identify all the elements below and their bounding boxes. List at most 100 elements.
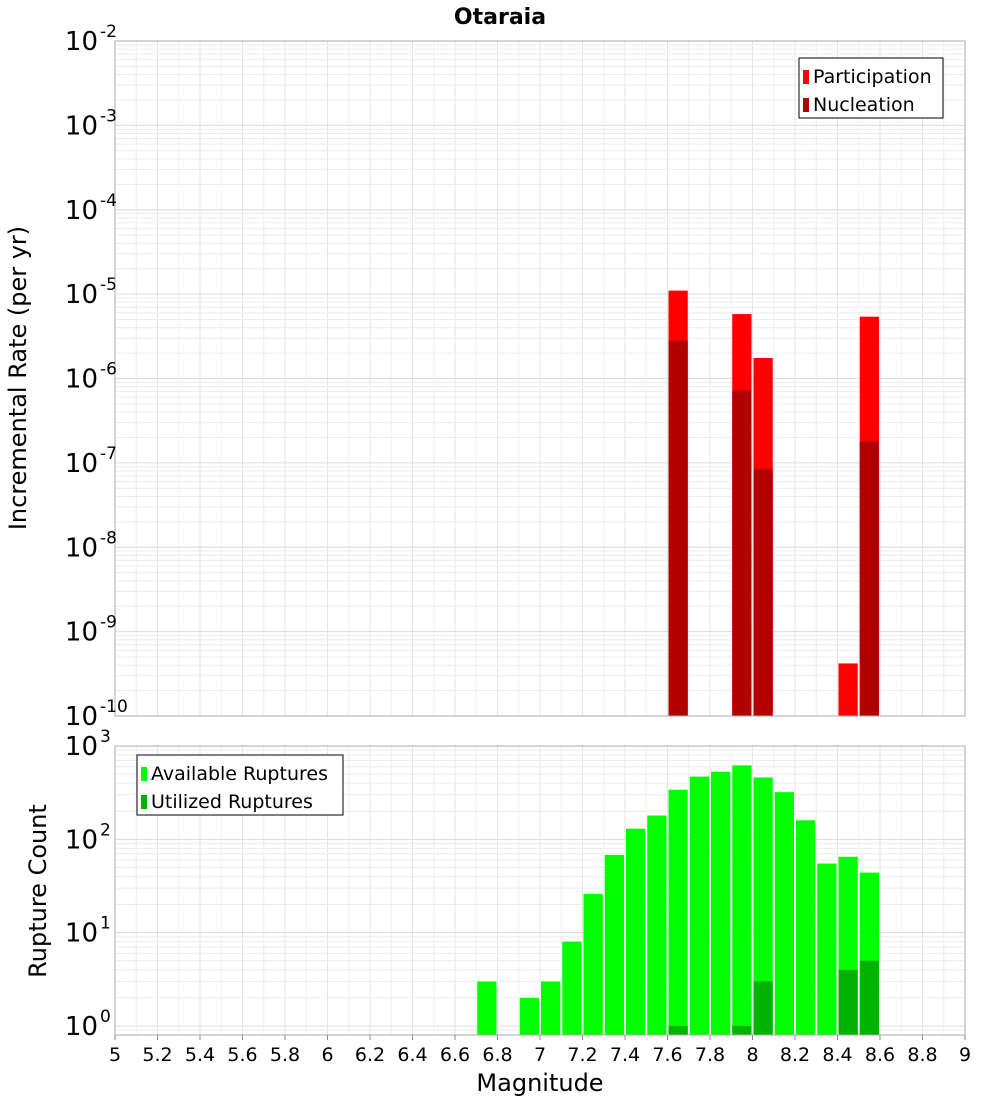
y-tick-label: 10 -2	[65, 22, 117, 57]
x-tick-label: 8.4	[822, 1044, 852, 1066]
legend-label: Available Ruptures	[151, 763, 328, 785]
x-tick-label: 7.8	[695, 1044, 725, 1066]
bar-available-ruptures	[668, 789, 688, 1035]
x-tick-label: 8.8	[907, 1044, 937, 1066]
x-tick-label: 5	[109, 1044, 121, 1066]
svg-text:10: 10	[65, 365, 98, 395]
x-tick-label: 8	[746, 1044, 758, 1066]
legend-label: Utilized Ruptures	[151, 791, 313, 813]
svg-text:-9: -9	[100, 613, 117, 633]
bar-available-ruptures	[477, 981, 497, 1035]
svg-text:0: 0	[100, 1007, 111, 1027]
bar-available-ruptures	[753, 777, 773, 1035]
x-tick-labels: 5 5.2 5.4 5.6 5.8 6 6.2 6.4 6.6 6.8 7 7.2 7.4 7.6 7.8 8…	[109, 1035, 971, 1066]
bar-utilized-ruptures	[732, 1025, 752, 1035]
bar-available-ruptures	[732, 765, 752, 1035]
x-tick-label: 6.2	[355, 1044, 385, 1066]
svg-text:-2: -2	[100, 22, 117, 42]
svg-text:2: 2	[100, 820, 111, 840]
y-tick-label: 10 -3	[65, 106, 117, 141]
svg-text:-8: -8	[100, 528, 117, 548]
svg-text:10: 10	[65, 533, 98, 563]
svg-text:10: 10	[65, 618, 98, 648]
bar-available-ruptures	[604, 854, 624, 1035]
y-tick-label: 10 -9	[65, 613, 117, 648]
top-plot-border	[114, 40, 966, 717]
svg-text:10: 10	[65, 919, 98, 949]
y-tick-label: 10 0	[65, 1007, 111, 1042]
svg-text:10: 10	[65, 449, 98, 479]
y-tick-label: 10 -10	[65, 697, 128, 732]
top-bars	[668, 290, 879, 716]
svg-text:-10: -10	[100, 697, 128, 717]
bar-nucleation	[753, 468, 773, 716]
top-y-axis-label: Incremental Rate (per yr)	[4, 226, 32, 530]
y-tick-label: 10 -5	[65, 275, 117, 310]
svg-text:10: 10	[65, 732, 98, 762]
x-tick-label: 7.4	[610, 1044, 640, 1066]
bar-utilized-ruptures	[753, 981, 773, 1035]
bar-available-ruptures	[711, 771, 731, 1035]
svg-text:10: 10	[65, 1012, 98, 1042]
legend-box	[136, 754, 344, 816]
top-legend: Participation Nucleation	[798, 57, 944, 119]
bar-available-ruptures	[583, 893, 603, 1035]
top-grid	[115, 41, 965, 716]
bar-utilized-ruptures	[859, 960, 879, 1035]
legend-swatch	[803, 98, 809, 112]
bar-available-ruptures	[817, 863, 837, 1035]
bar-utilized-ruptures	[668, 1025, 688, 1035]
svg-text:-3: -3	[100, 106, 117, 126]
bar-available-ruptures	[689, 776, 709, 1035]
bar-available-ruptures	[796, 820, 816, 1035]
legend-box	[798, 57, 944, 119]
legend-label: Nucleation	[813, 94, 915, 116]
x-axis-label: Magnitude	[476, 1069, 603, 1097]
y-tick-label: 10 1	[65, 914, 111, 949]
x-tick-label: 5.2	[142, 1044, 172, 1066]
bottom-y-axis-label: Rupture Count	[24, 804, 52, 978]
x-tick-label: 7.2	[567, 1044, 597, 1066]
bar-nucleation	[668, 340, 688, 716]
svg-text:10: 10	[65, 27, 98, 57]
svg-text:10: 10	[65, 825, 98, 855]
bottom-legend: Available Ruptures Utilized Ruptures	[136, 754, 344, 816]
svg-text:-5: -5	[100, 275, 117, 295]
x-tick-label: 5.8	[270, 1044, 300, 1066]
bar-utilized-ruptures	[838, 969, 858, 1035]
svg-text:3: 3	[100, 727, 111, 747]
legend-swatch	[141, 795, 147, 809]
y-tick-label: 10 -6	[65, 360, 117, 395]
svg-text:10: 10	[65, 702, 98, 732]
y-tick-label: 10 3	[65, 727, 111, 762]
svg-text:-7: -7	[100, 444, 117, 464]
bar-participation	[838, 663, 858, 716]
x-tick-label: 6.4	[397, 1044, 427, 1066]
bar-available-ruptures	[626, 828, 646, 1035]
svg-text:1: 1	[100, 914, 111, 934]
legend-swatch	[803, 70, 809, 84]
bar-available-ruptures	[541, 981, 561, 1035]
svg-text:10: 10	[65, 196, 98, 226]
bar-available-ruptures	[647, 815, 667, 1035]
x-tick-label: 7	[534, 1044, 546, 1066]
legend-label: Participation	[813, 66, 932, 88]
x-tick-label: 5.4	[185, 1044, 215, 1066]
y-tick-label: 10 -8	[65, 528, 117, 563]
bar-available-ruptures	[774, 792, 794, 1035]
x-tick-label: 6.8	[482, 1044, 512, 1066]
svg-text:-4: -4	[100, 191, 117, 211]
chart-title: Otaraia	[454, 5, 546, 30]
x-tick-label: 6	[321, 1044, 333, 1066]
bar-available-ruptures	[519, 997, 539, 1035]
bar-nucleation	[732, 390, 752, 716]
svg-text:10: 10	[65, 280, 98, 310]
x-tick-label: 8.2	[780, 1044, 810, 1066]
y-tick-label: 10 -7	[65, 444, 117, 479]
bottom-bars	[477, 765, 879, 1035]
svg-text:10: 10	[65, 111, 98, 141]
y-tick-label: 10 -4	[65, 191, 117, 226]
